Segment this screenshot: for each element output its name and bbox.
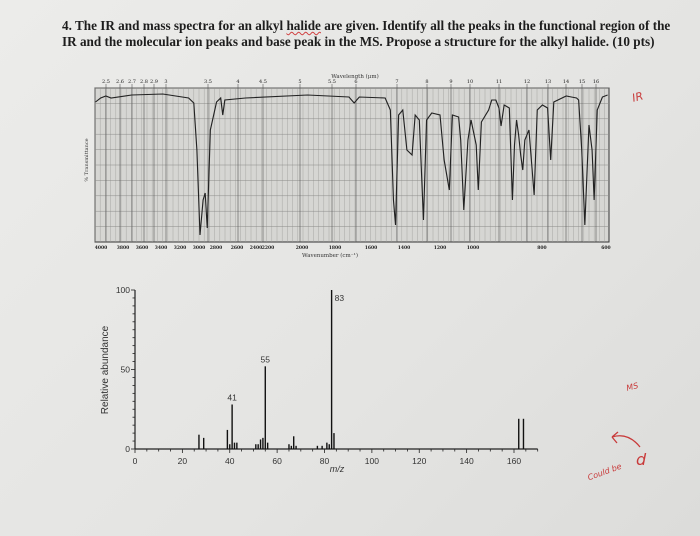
- question-suffix: are given. Identify all the peaks in the…: [62, 18, 671, 49]
- ir-wavelength-tick-label: 14: [563, 79, 569, 85]
- ir-wavelength-tick-label: 3: [164, 79, 167, 85]
- ir-wavenumber-tick-label: 2000: [296, 245, 309, 251]
- ms-y-axis-title: Relative abundance: [100, 325, 111, 414]
- ms-x-tick-label: 160: [507, 456, 521, 466]
- ir-wavenumber-tick-label: 3400: [155, 245, 168, 251]
- handwritten-arrow-icon: [611, 431, 641, 448]
- ms-x-tick-label: 20: [178, 456, 188, 466]
- ir-bottom-axis-title: Wavenumber (cm⁻¹): [302, 252, 358, 259]
- ms-peak-label: 55: [261, 354, 271, 364]
- ms-x-tick-label: 80: [320, 456, 330, 466]
- ms-x-tick-label: 100: [365, 456, 379, 466]
- ms-x-tick-label: 120: [412, 456, 426, 466]
- ms-axes: 0 20 40 60 80 100 120 140 160 0 50 100: [116, 285, 539, 466]
- ir-wavenumber-tick-label: 3600: [136, 245, 149, 251]
- ir-wavenumber-tick-label: 2400: [250, 245, 263, 251]
- ir-trace: [95, 93, 608, 236]
- ir-wavenumber-tick-label: 3000: [193, 245, 206, 251]
- ir-wavelength-tick-label: 2.9: [150, 79, 158, 85]
- ms-y-tick-label: 50: [121, 365, 131, 375]
- ms-x-tick-label: 140: [460, 456, 474, 466]
- handwritten-answer-prefix: Could be: [587, 462, 623, 483]
- ir-wavenumber-tick-label: 3800: [117, 245, 130, 251]
- question-text: 4. The IR and mass spectra for an alkyl …: [62, 18, 672, 50]
- ir-grid: [94, 87, 609, 242]
- ms-bars: [198, 290, 525, 449]
- ir-top-axis-title: Wavelength (μm): [331, 73, 378, 80]
- ir-wavenumber-tick-label: 1000: [467, 245, 480, 251]
- ir-wavenumber-tick-label: 600: [601, 245, 610, 251]
- ir-wavelength-tick-label: 11: [496, 79, 502, 85]
- ir-wavelength-tick-label: 2.6: [116, 79, 124, 85]
- ms-x-tick-label: 40: [225, 456, 235, 466]
- question-underlined-word: halide: [286, 18, 321, 33]
- ir-wavenumber-tick-label: 2600: [231, 245, 244, 251]
- ir-wavelength-tick-label: 16: [593, 79, 599, 85]
- ir-wavelength-tick-label: 5: [298, 79, 301, 85]
- handwritten-answer: d: [636, 450, 647, 469]
- ir-wavelength-tick-label: 10: [467, 79, 473, 85]
- handwritten-ir-note: IR: [631, 89, 645, 104]
- ms-y-tick-label: 0: [125, 444, 130, 454]
- ir-wavelength-tick-label: 2.5: [102, 79, 110, 85]
- ir-wavelength-ticks: 2.5 2.6 2.7 2.8 2.9 3 3.5 4 4.5 5 5.5 6 7 8 9 10 11 12 13 1…: [102, 79, 599, 242]
- ms-x-tick-label: 0: [133, 456, 138, 466]
- ir-wavelength-tick-label: 4.5: [259, 79, 267, 85]
- ir-wavenumber-tick-label: 2800: [210, 245, 223, 251]
- ir-wavenumber-tick-label: 1800: [329, 245, 342, 251]
- ms-peak-label: 83: [335, 293, 345, 303]
- ms-y-tick-label: 100: [116, 285, 130, 295]
- ir-wavelength-tick-label: 15: [579, 79, 585, 85]
- ir-wavelength-tick-label: 8: [425, 79, 428, 85]
- ir-wavelength-tick-label: 13: [545, 79, 551, 85]
- handwritten-ms-note: MS: [625, 381, 639, 393]
- question-prefix: 4. The IR and mass spectra for an alkyl: [62, 18, 287, 33]
- ir-wavelength-tick-label: 2.8: [140, 79, 148, 85]
- ir-wavenumber-tick-label: 1400: [398, 245, 411, 251]
- ms-x-axis-title: m/z: [330, 464, 345, 474]
- ir-wavelength-tick-label: 2.7: [128, 79, 136, 85]
- ir-wavenumber-tick-label: 1600: [365, 245, 378, 251]
- ir-wavenumber-tick-label: 3200: [174, 245, 187, 251]
- ms-labels: 41 55 83: [227, 293, 344, 402]
- ir-wavenumber-tick-label: 4000: [95, 245, 108, 251]
- ms-peak-label: 41: [227, 392, 237, 402]
- ir-wavelength-tick-label: 4: [236, 79, 239, 85]
- ms-x-tick-label: 60: [272, 456, 282, 466]
- ir-wavelength-tick-label: 6: [354, 79, 357, 85]
- ir-wavenumber-tick-label: 800: [537, 245, 546, 251]
- ir-wavelength-tick-label: 7: [395, 79, 398, 85]
- ir-y-axis-title: % Transmittance: [84, 138, 90, 181]
- ir-wavelength-tick-label: 12: [524, 79, 530, 85]
- ir-wavelength-tick-label: 5.5: [328, 79, 336, 85]
- ir-wavenumber-tick-label: 1200: [434, 245, 447, 251]
- ir-wavelength-tick-label: 9: [449, 79, 452, 85]
- ir-wavelength-tick-label: 3.5: [204, 79, 212, 85]
- ir-wavenumber-ticks: 4000 3800 3600 3400 3200 3000 2800 2600 2400 2200…: [95, 245, 611, 251]
- ir-wavenumber-tick-label: 2200: [262, 245, 275, 251]
